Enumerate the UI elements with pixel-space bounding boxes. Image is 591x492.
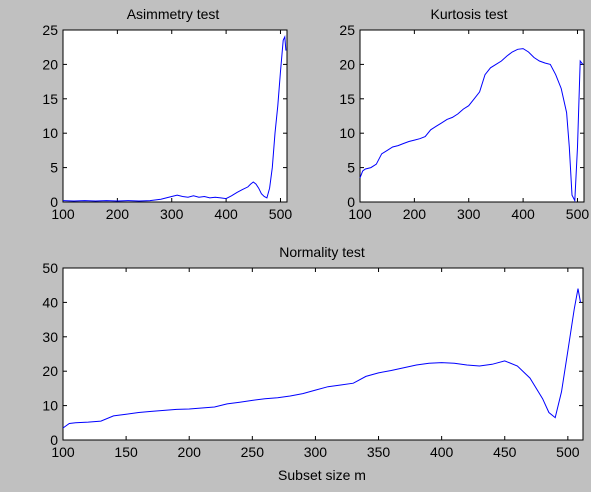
normality-ytick-label: 10: [42, 398, 58, 414]
normality-xtick-label: 400: [430, 444, 454, 460]
normality-xtick-label: 300: [304, 444, 328, 460]
kurtosis-xtick-label: 300: [457, 206, 481, 222]
asimmetry-ytick-label: 15: [42, 91, 58, 107]
normality-xtick-label: 450: [493, 444, 517, 460]
normality-xtick-label: 150: [114, 444, 138, 460]
kurtosis-ytick-label: 15: [339, 91, 355, 107]
kurtosis-axes: Kurtosis test 100 200 300 400 500 0 5 10 15 20 25: [339, 6, 589, 222]
asimmetry-ytick-label: 20: [42, 56, 58, 72]
normality-ytick-label: 40: [42, 294, 58, 310]
asimmetry-plot-area: [62, 29, 288, 203]
normality-xtick-label: 200: [178, 444, 202, 460]
normality-xtick-label: 250: [241, 444, 265, 460]
asimmetry-xtick-label: 200: [106, 206, 130, 222]
kurtosis-ytick-label: 5: [347, 160, 355, 176]
normality-ytick-label: 0: [50, 432, 58, 448]
kurtosis-xtick-label: 100: [348, 206, 372, 222]
asimmetry-axes: Asimmetry test 100 200 300 400 500 0 5 10 15 20 25: [42, 6, 292, 222]
asimmetry-xtick-label: 500: [269, 206, 293, 222]
asimmetry-ytick-label: 5: [50, 160, 58, 176]
normality-xlabel: Subset size m: [278, 467, 366, 483]
normality-ytick-label: 20: [42, 363, 58, 379]
kurtosis-series-line: [359, 48, 584, 203]
normality-plot-area: [62, 267, 584, 441]
asimmetry-xtick-label: 100: [51, 206, 75, 222]
kurtosis-ytick-label: 20: [339, 56, 355, 72]
asimmetry-title: Asimmetry test: [127, 6, 220, 22]
normality-xtick-label: 350: [367, 444, 391, 460]
kurtosis-xtick-label: 200: [403, 206, 427, 222]
normality-title: Normality test: [279, 244, 365, 260]
kurtosis-xtick-label: 500: [566, 206, 590, 222]
normality-xtick-label: 500: [556, 444, 580, 460]
normality-axes: Normality test Subset size m 100 150 200 25…: [42, 244, 584, 483]
kurtosis-xtick-label: 400: [511, 206, 535, 222]
asimmetry-ytick-label: 0: [50, 194, 58, 210]
asimmetry-ytick-label: 25: [42, 22, 58, 38]
normality-xtick-label: 100: [51, 444, 75, 460]
normality-ytick-label: 30: [42, 329, 58, 345]
normality-ytick-label: 50: [42, 260, 58, 276]
kurtosis-ytick-label: 10: [339, 125, 355, 141]
kurtosis-ytick-label: 25: [339, 22, 355, 38]
asimmetry-xtick-label: 400: [214, 206, 238, 222]
asimmetry-ytick-label: 10: [42, 125, 58, 141]
kurtosis-plot-area: [359, 29, 585, 203]
asimmetry-xtick-label: 300: [160, 206, 184, 222]
kurtosis-title: Kurtosis test: [430, 6, 507, 22]
normality-series-line: [62, 288, 581, 429]
asimmetry-series-line: [62, 34, 287, 202]
kurtosis-ytick-label: 0: [347, 194, 355, 210]
